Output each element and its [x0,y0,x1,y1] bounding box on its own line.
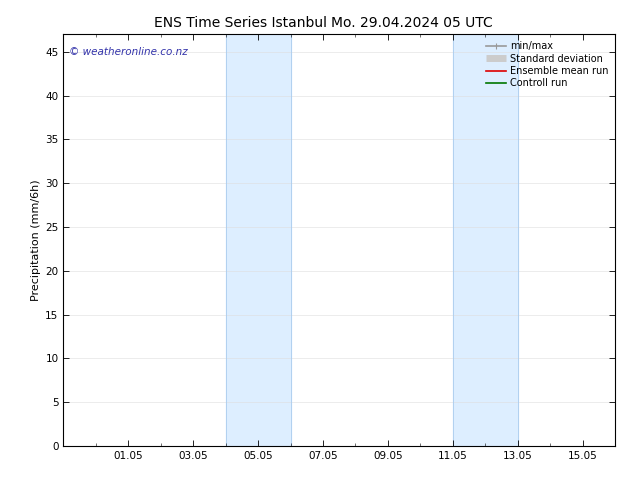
Bar [226,34,290,446]
Text: © weatheronline.co.nz: © weatheronline.co.nz [69,47,188,57]
Y-axis label: Precipitation (mm/6h): Precipitation (mm/6h) [31,179,41,301]
Text: ENS Time Series Istanbul: ENS Time Series Istanbul [155,16,327,30]
Text: Mo. 29.04.2024 05 UTC: Mo. 29.04.2024 05 UTC [331,16,493,30]
Bar [453,34,517,446]
Legend: min/max, Standard deviation, Ensemble mean run, Controll run: min/max, Standard deviation, Ensemble me… [484,39,610,90]
